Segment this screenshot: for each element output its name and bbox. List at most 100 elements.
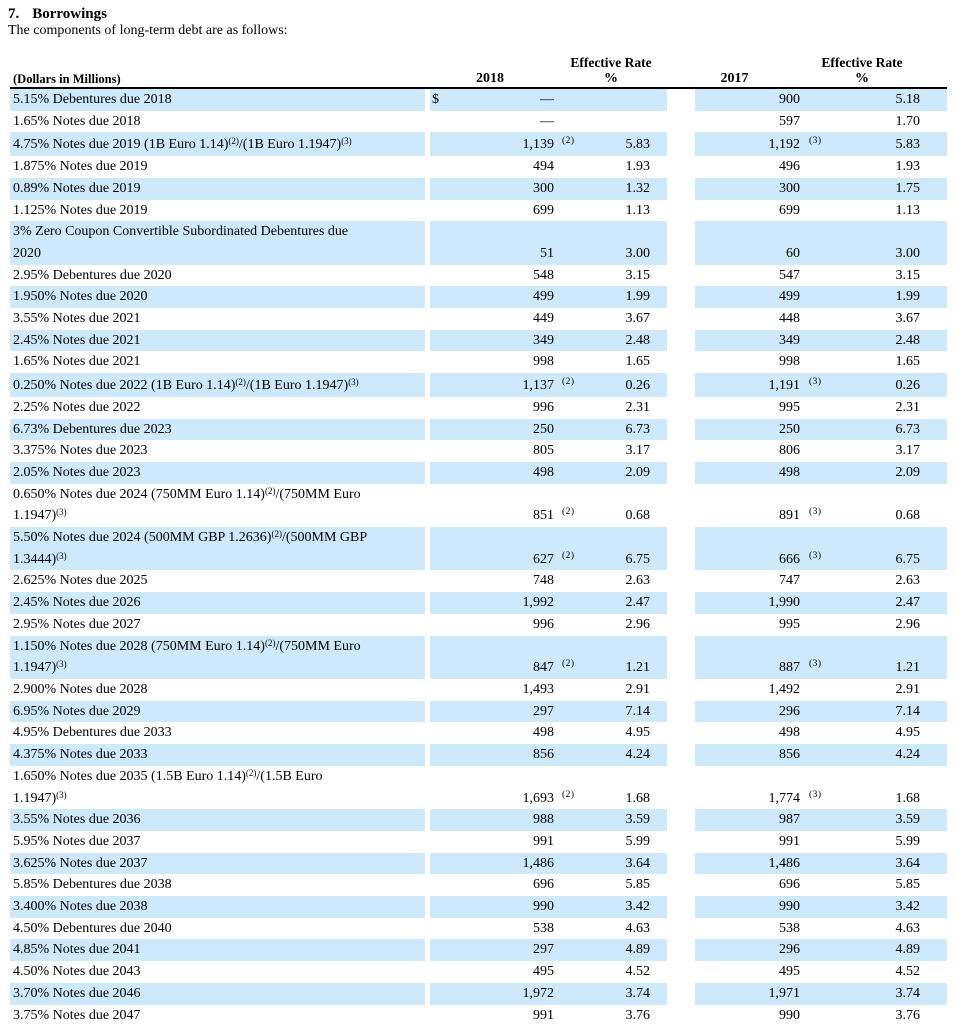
row-padding <box>922 111 947 133</box>
row-padding <box>922 982 947 1005</box>
footnote-2017 <box>802 852 835 875</box>
column-gap <box>667 635 695 679</box>
debt-row: 0.89% Notes due 2019 300 1.32 300 1.75 <box>10 177 947 200</box>
row-label: 1.150% Notes due 2028 (750MM Euro 1.14)(… <box>10 635 425 679</box>
value-2018: 538 <box>533 920 554 936</box>
row-label: 4.75% Notes due 2019 (1B Euro 1.14)(2)/(… <box>10 132 425 157</box>
debt-row: 5.15% Debentures due 2018 $ — 900 5.18 <box>10 88 947 111</box>
row-label: 1.950% Notes due 2020 <box>10 286 425 309</box>
effective-rate-2018: 7.14 <box>588 700 667 723</box>
row-label: 2.45% Notes due 2026 <box>10 592 425 614</box>
header-effective-rate-2018: Effective Rate <box>570 55 652 70</box>
footnote-2018: (2) <box>555 635 588 679</box>
row-padding <box>922 88 947 111</box>
value-2018: 1,493 <box>522 681 555 697</box>
long-term-debt-table: Effective Rate Effective Rate (Dollars i… <box>10 55 947 1026</box>
value-2018: 494 <box>533 159 554 175</box>
row-padding <box>922 831 947 853</box>
currency-symbol <box>430 351 445 373</box>
column-gap <box>425 982 430 1005</box>
row-padding <box>922 308 947 330</box>
footnote-marker: (2) <box>562 136 575 147</box>
row-label: 1.65% Notes due 2018 <box>13 113 141 129</box>
footnote-2018 <box>555 896 588 918</box>
currency-symbol <box>430 982 445 1005</box>
row-label: 3.400% Notes due 2038 <box>10 896 425 918</box>
column-gap <box>667 939 695 962</box>
column-gap <box>425 329 430 352</box>
value-2018: 498 <box>445 461 555 484</box>
row-padding <box>922 221 947 265</box>
footnote-ref: (3) <box>56 550 67 561</box>
footnote-marker: (3) <box>809 789 822 800</box>
value-2017: 696 <box>779 877 800 893</box>
footnote-2018 <box>555 286 588 309</box>
currency-symbol <box>430 373 445 397</box>
footnote-2018 <box>555 1005 588 1026</box>
row-padding <box>922 265 947 287</box>
footnote-ref: (3) <box>341 136 352 147</box>
effective-rate-2017: 2.31 <box>895 399 921 415</box>
value-2017: 1,971 <box>695 982 802 1005</box>
effective-rate-2018: 4.24 <box>588 744 667 766</box>
row-label: 5.95% Notes due 2037 <box>13 833 141 849</box>
column-gap <box>425 852 430 875</box>
effective-rate-2017: 3.67 <box>895 311 921 327</box>
footnote-2018 <box>555 592 588 614</box>
column-gap <box>667 896 695 918</box>
currency-symbol <box>430 484 445 527</box>
column-gap <box>667 265 695 287</box>
value-2018: 349 <box>445 329 555 352</box>
column-gap <box>425 461 430 484</box>
footnote-2017: (3) <box>802 635 835 679</box>
row-padding <box>922 397 947 419</box>
intro-text: The components of long-term debt are as … <box>8 23 288 38</box>
header-spacer <box>922 71 947 89</box>
value-2017: 900 <box>695 88 802 111</box>
column-gap <box>425 88 430 111</box>
value-2018: 250 <box>445 418 555 441</box>
effective-rate-2018: 1.68 <box>625 790 651 806</box>
section-title: Borrowings <box>32 6 107 22</box>
effective-rate-2018: 3.17 <box>625 443 651 459</box>
column-gap <box>425 635 430 679</box>
header-spacer <box>10 55 425 71</box>
effective-rate-2017: 1.13 <box>895 202 921 218</box>
value-2018: 991 <box>533 833 554 849</box>
footnote-ref: (3) <box>56 659 67 670</box>
effective-rate-2017: 1.21 <box>835 635 922 679</box>
column-gap <box>667 700 695 723</box>
column-gap <box>667 308 695 330</box>
footnote-ref: (2) <box>245 767 257 778</box>
footnote-2017: (3) <box>802 373 835 397</box>
effective-rate-2017: 5.85 <box>895 877 921 893</box>
footnote-2017 <box>802 329 835 352</box>
value-2017: 448 <box>779 311 800 327</box>
effective-rate-2018: 0.26 <box>588 373 667 397</box>
footnote-2017 <box>802 874 835 896</box>
currency-symbol <box>430 961 445 983</box>
footnote-ref: (2) <box>271 529 282 540</box>
row-label: 2.95% Debentures due 2020 <box>13 267 172 283</box>
footnote-2018: (2) <box>555 132 588 157</box>
header-spacer <box>667 55 802 71</box>
debt-row: 2.05% Notes due 2023 498 2.09 498 2.09 <box>10 461 947 484</box>
currency-symbol <box>430 722 445 744</box>
footnote-2017 <box>802 221 835 265</box>
footnote-ref: (2) <box>228 136 239 147</box>
table-body: 5.15% Debentures due 2018 $ —900 5.18 1.65% … <box>10 88 947 1026</box>
row-padding <box>922 635 947 679</box>
header-dollars-in-millions: (Dollars in Millions) <box>10 71 425 89</box>
footnote-ref: (3) <box>56 507 67 518</box>
footnote-2017 <box>802 200 835 222</box>
effective-rate-2017: 4.52 <box>895 964 921 980</box>
footnote-2017 <box>802 286 835 309</box>
header-effective-rate-2017: Effective Rate <box>821 55 903 70</box>
row-label: 1.125% Notes due 2019 <box>13 202 148 218</box>
effective-rate-2017: 3.64 <box>835 852 922 875</box>
row-label: 4.50% Notes due 2043 <box>13 964 141 980</box>
row-label: 5.15% Debentures due 2018 <box>10 88 425 111</box>
column-gap <box>425 700 430 723</box>
row-padding <box>922 329 947 352</box>
